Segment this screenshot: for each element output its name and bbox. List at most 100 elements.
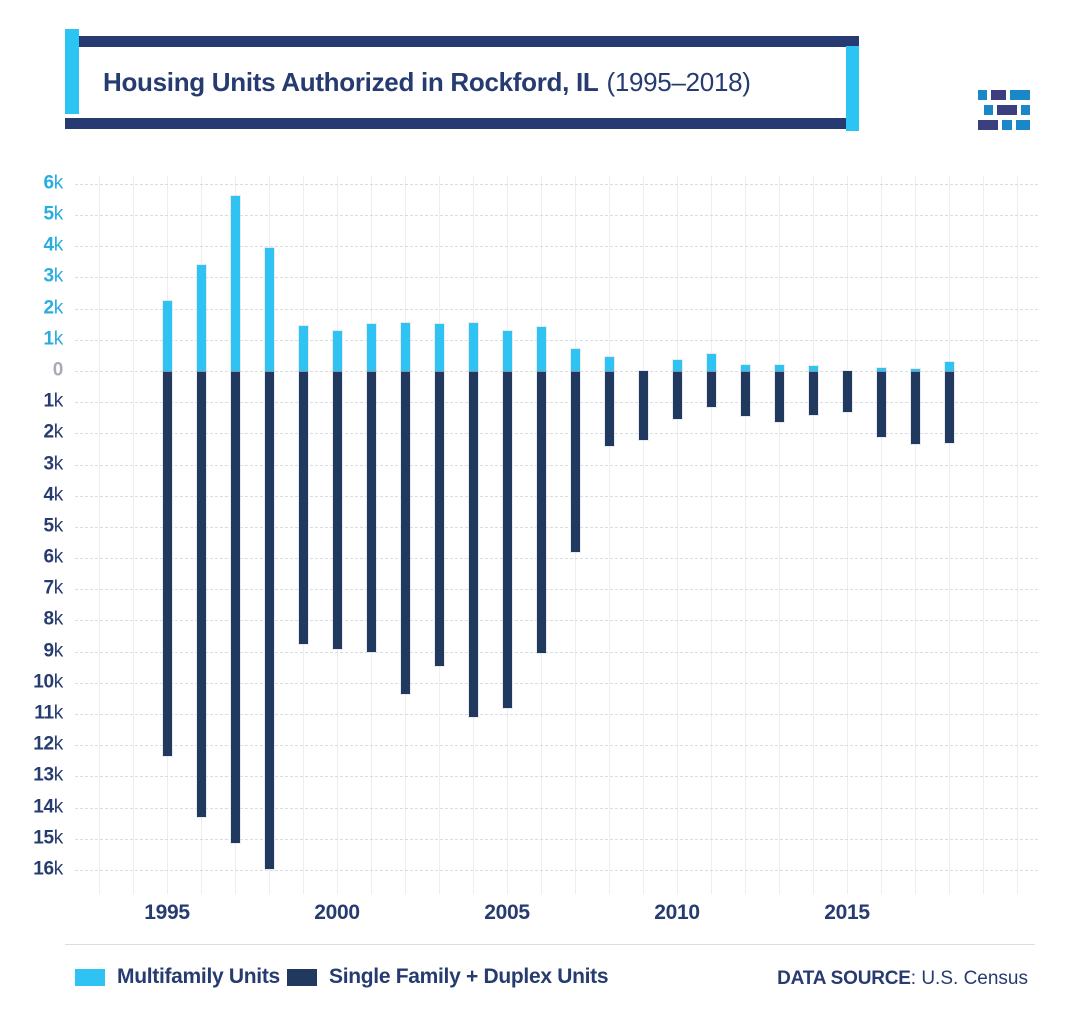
gridline-vertical [745, 176, 746, 894]
bar-multifamily-2003 [434, 324, 444, 371]
bar-singlefamily-1996 [196, 371, 206, 817]
y-axis-tick-label: 16k [33, 858, 63, 880]
gridline-vertical [99, 176, 100, 894]
gridline-horizontal [75, 339, 1038, 341]
y-axis-tick-label: 6k [43, 546, 64, 568]
logo-row [984, 105, 1034, 115]
y-axis-tick-label: 10k [33, 671, 63, 693]
data-source: DATA SOURCE: U.S. Census [777, 968, 1028, 990]
bar-multifamily-2011 [706, 353, 716, 371]
bar-singlefamily-2010 [672, 371, 682, 420]
y-axis-tick-label: 0 [52, 359, 64, 381]
bar-singlefamily-2008 [604, 371, 614, 446]
bar-multifamily-2006 [536, 327, 546, 371]
bar-singlefamily-2015 [842, 371, 852, 412]
bar-multifamily-2013 [774, 365, 784, 371]
legend-label-multifamily: Multifamily Units [117, 965, 280, 988]
bar-multifamily-1997 [230, 196, 240, 371]
logo-row [978, 120, 1034, 130]
gridline-vertical [847, 176, 848, 894]
y-axis-tick-label: 11k [34, 702, 63, 724]
bar-singlefamily-2006 [536, 371, 546, 654]
brick-grid-logo-icon [978, 90, 1034, 135]
header-accent-left [65, 29, 79, 114]
page-title: Housing Units Authorized in Rockford, IL… [103, 47, 751, 118]
gridline-vertical [881, 176, 882, 894]
gridline-vertical [1017, 176, 1018, 894]
gridline-vertical [133, 176, 134, 894]
y-axis-tick-label: 15k [33, 827, 63, 849]
y-axis-tick-label: 5k [43, 515, 64, 537]
logo-brick [978, 120, 999, 130]
legend-item-singlefamily: Single Family + Duplex Units [287, 965, 609, 989]
page-title-main: Housing Units Authorized in Rockford, IL [103, 67, 599, 97]
x-axis-tick-label: 2005 [484, 901, 530, 924]
y-axis-tick-label: 3k [43, 266, 64, 288]
bar-singlefamily-2009 [638, 371, 648, 440]
bar-singlefamily-2007 [570, 371, 580, 552]
y-axis-tick-label: 2k [43, 297, 64, 319]
gridline-vertical [609, 176, 610, 894]
legend-item-multifamily: Multifamily Units [75, 965, 280, 989]
gridline-horizontal [75, 589, 1038, 591]
gridline-horizontal [75, 371, 1038, 372]
bar-singlefamily-2005 [502, 371, 512, 708]
y-axis-tick-label: 1k [43, 390, 64, 412]
footer-divider [65, 944, 1035, 945]
bar-multifamily-2017 [910, 369, 920, 371]
bar-singlefamily-2013 [774, 371, 784, 423]
bar-multifamily-2016 [876, 367, 886, 371]
bar-multifamily-2005 [502, 330, 512, 371]
bar-singlefamily-2016 [876, 371, 886, 437]
gridline-horizontal [75, 776, 1038, 778]
x-axis-tick-label: 2000 [314, 901, 360, 924]
y-axis-tick-label: 3k [43, 453, 64, 475]
y-axis-tick-label: 12k [33, 733, 63, 755]
bar-singlefamily-2000 [332, 371, 342, 649]
y-axis-tick-label: 4k [43, 484, 64, 506]
gridline-horizontal [75, 713, 1038, 715]
bar-singlefamily-1998 [264, 371, 274, 869]
y-axis-tick-label: 8k [43, 608, 64, 630]
gridline-horizontal [75, 495, 1038, 497]
bar-singlefamily-2017 [910, 371, 920, 445]
header-frame-bottom [65, 118, 846, 129]
header-accent-right [846, 46, 859, 131]
bar-multifamily-1996 [196, 265, 206, 371]
y-axis-tick-label: 7k [43, 577, 64, 599]
gridline-horizontal [75, 402, 1038, 404]
legend-swatch-multifamily [75, 968, 105, 986]
bar-multifamily-1998 [264, 247, 274, 371]
gridline-vertical [983, 176, 984, 894]
logo-brick [1021, 105, 1030, 115]
bar-singlefamily-2001 [366, 371, 376, 652]
gridline-horizontal [75, 682, 1038, 684]
gridline-horizontal [75, 807, 1038, 809]
gridline-horizontal [75, 246, 1038, 248]
gridline-horizontal [75, 869, 1038, 871]
bar-multifamily-2007 [570, 349, 580, 371]
page-title-years: (1995–2018) [606, 67, 751, 97]
bar-multifamily-2002 [400, 322, 410, 371]
gridline-vertical [949, 176, 950, 894]
bar-singlefamily-1997 [230, 371, 240, 844]
y-axis-tick-label: 14k [33, 796, 63, 818]
gridline-horizontal [75, 433, 1038, 435]
y-axis-tick-label: 2k [43, 421, 64, 443]
bar-singlefamily-2012 [740, 371, 750, 417]
header-frame-top [79, 36, 859, 47]
bar-singlefamily-2004 [468, 371, 478, 718]
bar-multifamily-1995 [162, 300, 172, 371]
bar-singlefamily-2003 [434, 371, 444, 666]
gridline-horizontal [75, 838, 1038, 840]
gridline-horizontal [75, 651, 1038, 653]
gridline-vertical [915, 176, 916, 894]
bar-multifamily-2010 [672, 360, 682, 371]
legend-swatch-singlefamily [287, 968, 317, 986]
x-axis-tick-label: 2015 [824, 901, 870, 924]
gridline-vertical [643, 176, 644, 894]
logo-brick [1015, 120, 1030, 130]
gridline-vertical [813, 176, 814, 894]
bar-singlefamily-1999 [298, 371, 308, 644]
